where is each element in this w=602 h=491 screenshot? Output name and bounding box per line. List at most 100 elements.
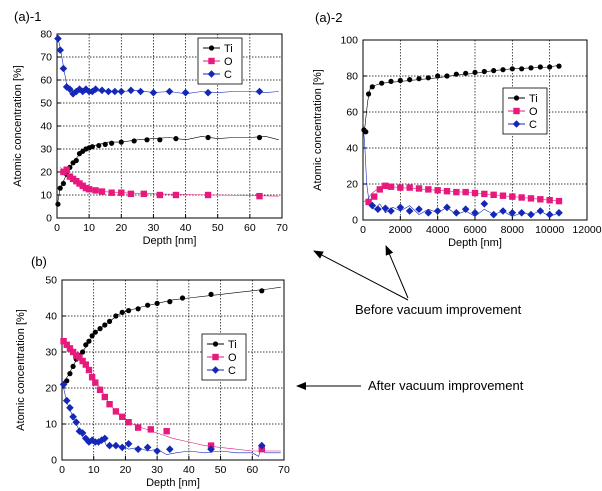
data-point-o	[118, 189, 125, 196]
data-point-c	[517, 209, 526, 217]
data-point-ti	[86, 338, 92, 344]
x-axis-label: Depth [nm]	[448, 237, 502, 249]
data-point-ti	[366, 91, 372, 97]
data-point-ti	[425, 75, 431, 81]
legend-marker-ti	[212, 341, 219, 347]
data-point-o	[63, 166, 70, 173]
data-point-c	[165, 87, 174, 96]
data-point-c	[424, 209, 433, 217]
x-tick-label: 0	[54, 222, 60, 234]
data-point-c	[415, 205, 423, 213]
arrow-before-to-a2	[385, 245, 409, 299]
data-point-c	[489, 210, 498, 219]
y-tick-label: 50	[45, 275, 57, 287]
chart-a2: 0 2000 4000 6000 8000 10000 12000 0 20 40 60 80 100 D…	[312, 35, 602, 250]
data-point-c	[72, 418, 81, 426]
x-tick-label: 50	[215, 464, 227, 476]
legend-label-c: C	[224, 69, 232, 81]
data-point-c	[204, 88, 212, 97]
legend-marker-ti	[208, 45, 215, 51]
x-tick-label: 10	[88, 464, 100, 476]
data-point-o	[112, 408, 120, 415]
data-point-ti	[407, 77, 413, 83]
data-point-o	[163, 428, 170, 435]
data-point-o	[546, 197, 553, 204]
x-tick-label: 70	[278, 464, 290, 476]
data-point-ti	[537, 64, 543, 70]
data-point-o	[172, 191, 180, 199]
data-point-o	[69, 348, 77, 356]
data-point-o	[425, 186, 432, 193]
data-point-ti	[509, 66, 515, 72]
annotation-after: After vacuum improvement	[368, 378, 524, 393]
x-tick-label: 30	[151, 464, 163, 476]
x-tick-label: 8000	[501, 224, 525, 236]
data-point-o	[462, 188, 469, 196]
data-point-c	[258, 441, 266, 450]
y-tick-label: 0	[51, 455, 57, 467]
data-point-c	[207, 445, 215, 453]
y-tick-label: 80	[346, 71, 358, 83]
data-point-ti	[435, 73, 441, 79]
data-point-o	[371, 193, 378, 200]
data-point-ti	[472, 69, 478, 75]
y-tick-label: 60	[346, 107, 358, 119]
data-point-o	[481, 190, 488, 198]
data-point-c	[118, 443, 127, 452]
data-point-ti	[256, 134, 263, 141]
data-point-ti	[519, 66, 525, 72]
data-point-o	[96, 386, 104, 393]
y-tick-label: 20	[346, 179, 358, 191]
data-point-c	[527, 210, 535, 219]
data-point-ti	[167, 299, 173, 305]
data-point-o	[92, 187, 99, 194]
data-point-o	[256, 192, 263, 200]
y-tick-label: 0	[352, 215, 358, 227]
y-tick-label: 20	[45, 383, 57, 395]
data-point-o	[88, 374, 96, 381]
data-point-o	[76, 180, 83, 187]
y-tick-label: 10	[40, 190, 52, 202]
data-point-o	[73, 178, 80, 185]
data-point-o	[82, 184, 90, 192]
data-point-ti	[106, 318, 113, 324]
legend-marker-c	[207, 70, 216, 78]
data-point-c	[124, 440, 133, 448]
panel-label-b: (b)	[31, 254, 47, 269]
legend-marker-o	[513, 107, 520, 115]
data-point-o	[98, 188, 106, 195]
x-axis-label: Depth [nm]	[146, 477, 200, 489]
data-point-c	[105, 441, 114, 450]
data-point-c	[149, 88, 158, 97]
data-point-o	[101, 393, 109, 401]
data-point-c	[112, 441, 120, 450]
data-point-c	[166, 445, 174, 453]
data-point-c	[98, 86, 106, 95]
data-point-o	[156, 191, 164, 199]
legend-marker-o	[208, 57, 215, 65]
data-point-c	[374, 205, 382, 213]
data-point-ti	[500, 67, 506, 73]
data-point-ti	[397, 77, 403, 84]
data-point-ti	[416, 76, 422, 82]
data-point-ti	[528, 65, 534, 71]
series-trace-c	[362, 120, 560, 217]
data-point-ti	[145, 302, 151, 308]
data-point-o	[518, 194, 525, 201]
legend-marker-ti	[513, 95, 520, 101]
data-point-c	[56, 46, 65, 54]
data-point-ti	[60, 180, 67, 187]
y-tick-label: 40	[346, 143, 358, 155]
data-point-ti	[205, 134, 211, 141]
legend-marker-c	[211, 366, 220, 374]
data-point-ti	[208, 291, 214, 297]
data-point-ti	[491, 68, 497, 74]
x-tick-label: 0	[59, 464, 65, 476]
data-point-c	[545, 210, 554, 219]
data-point-c	[59, 380, 68, 389]
data-point-o	[434, 187, 441, 194]
data-point-o	[443, 188, 451, 195]
data-point-c	[452, 209, 461, 217]
data-point-ti	[73, 157, 79, 164]
data-point-c	[136, 87, 145, 96]
